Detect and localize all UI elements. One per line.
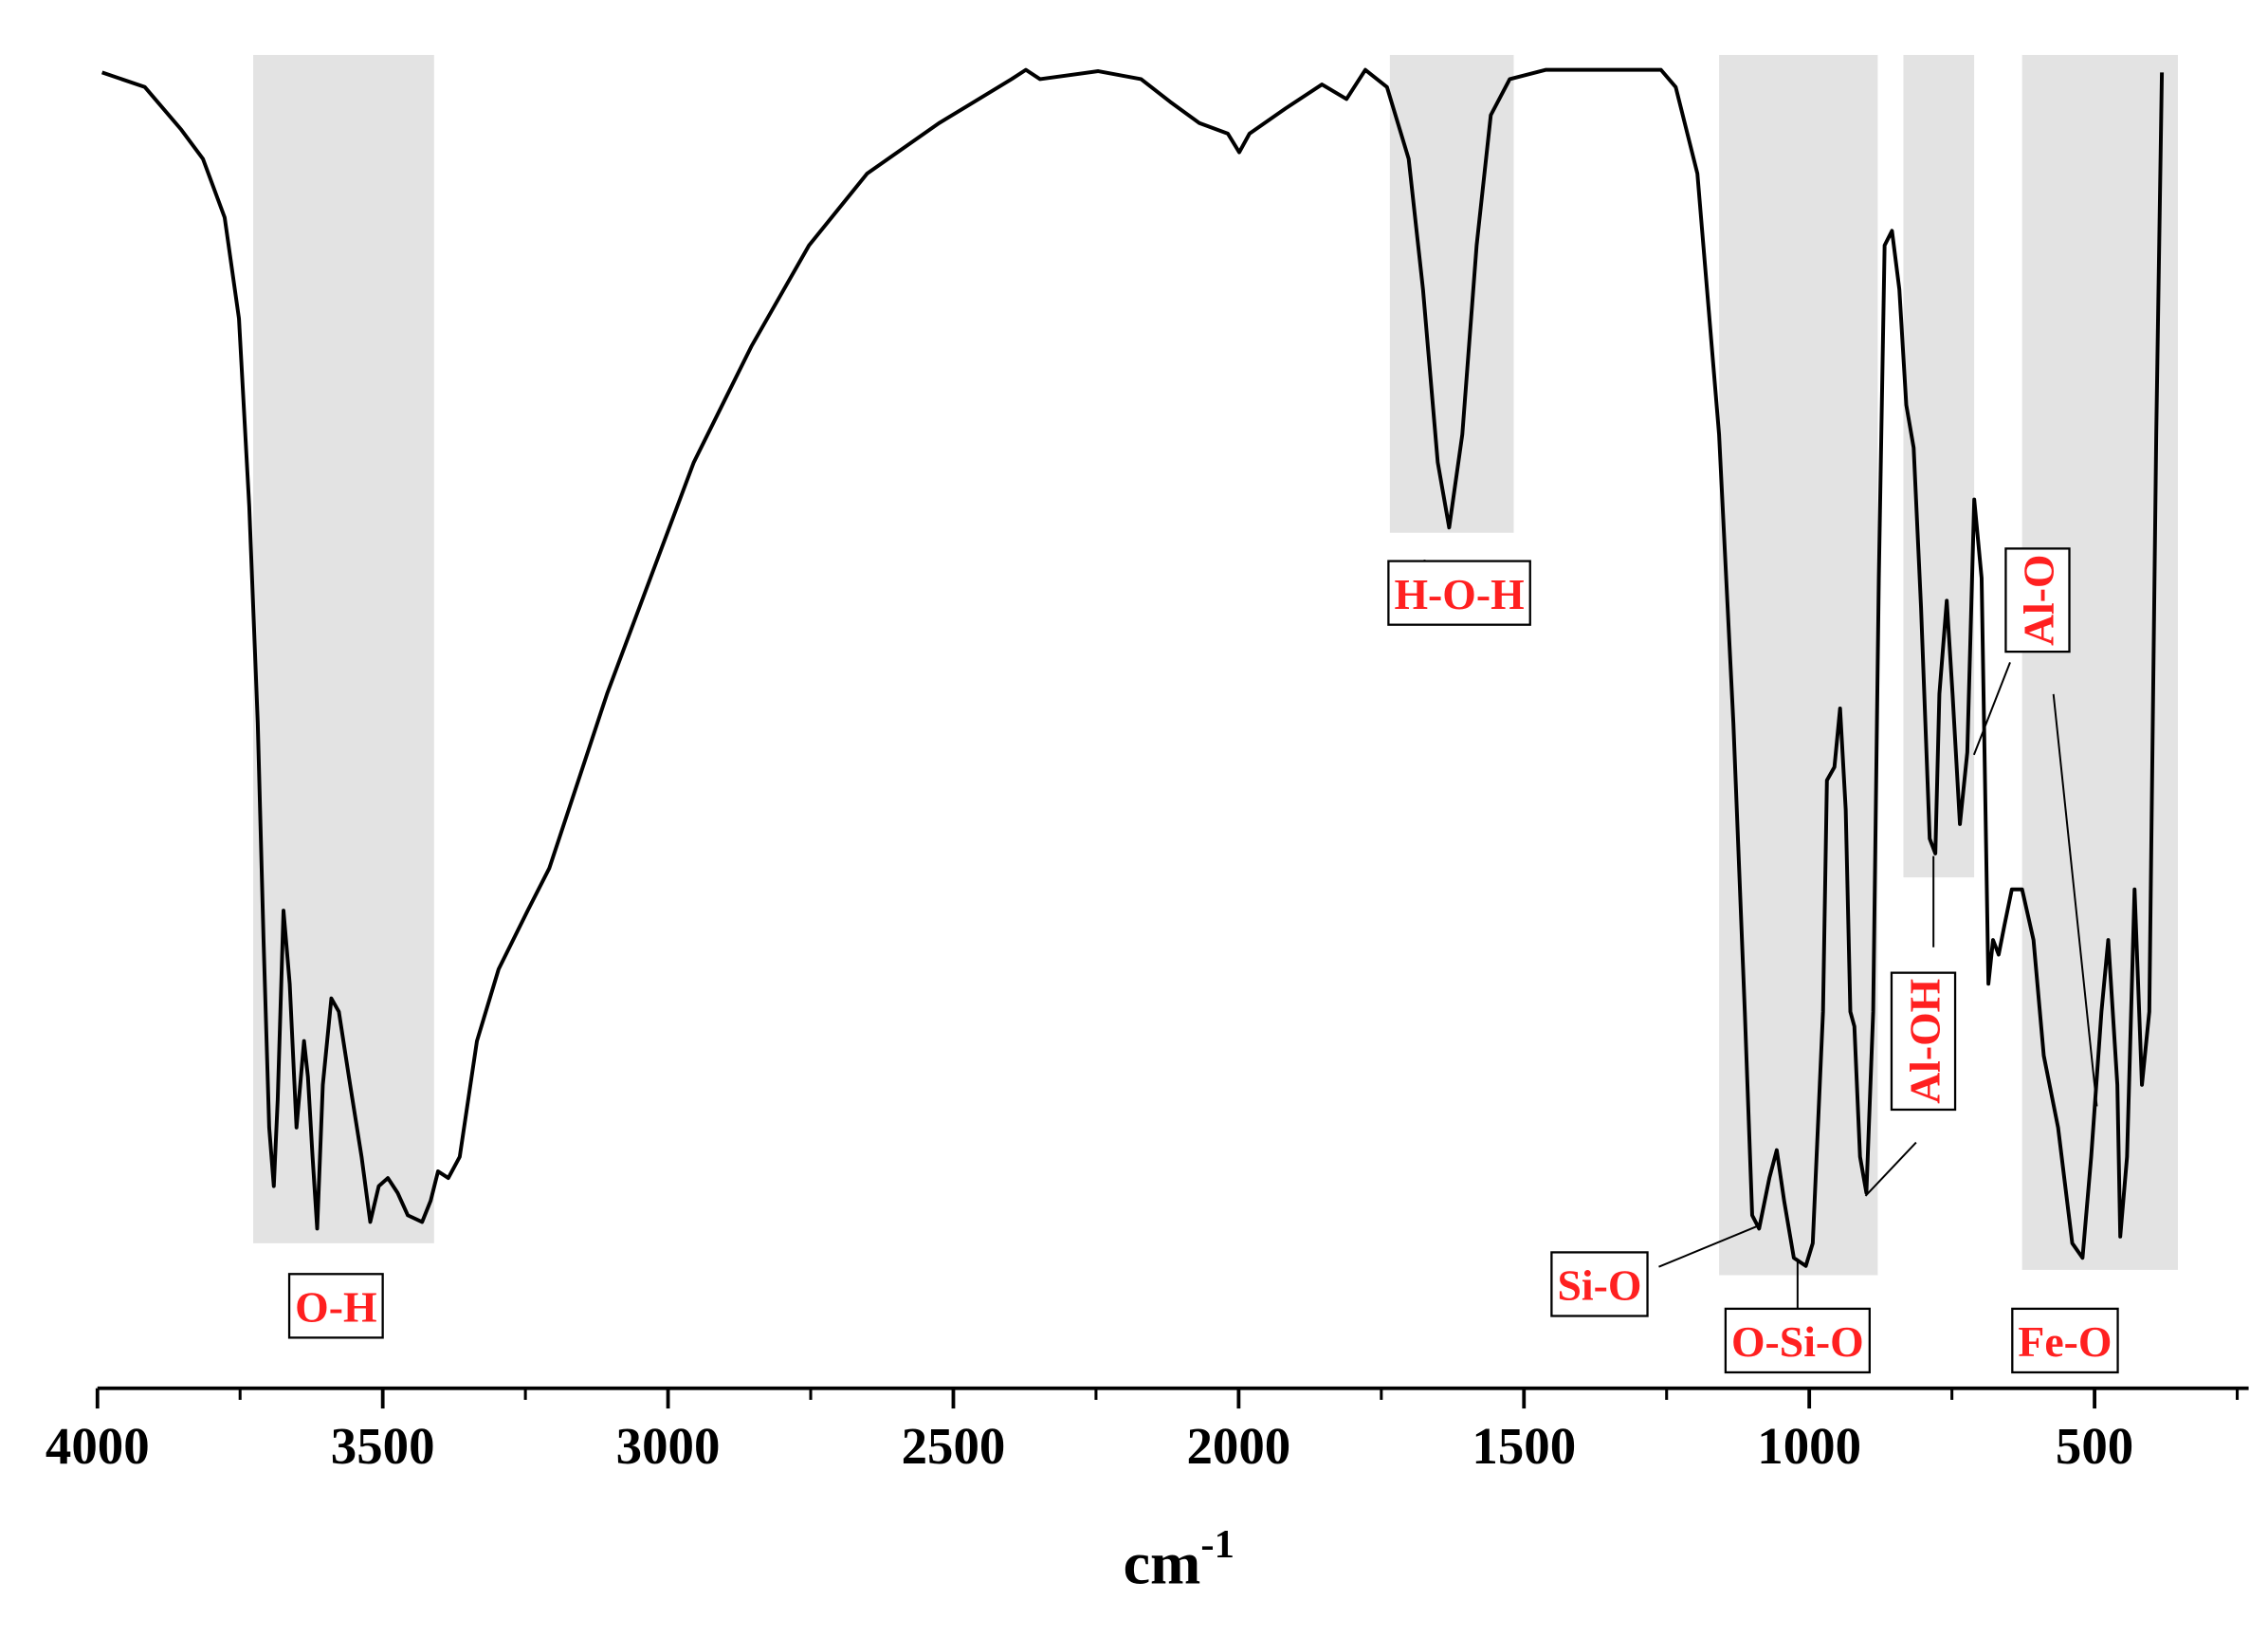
annotation-label: Al-O <box>2015 554 2063 646</box>
annotation-label: O-Si-O <box>1731 1317 1864 1366</box>
annotation: Al-O <box>2004 547 2071 653</box>
annotation-box <box>287 1273 384 1339</box>
annotation-label: Si-O <box>1557 1261 1641 1310</box>
annotation: O-Si-O <box>1724 1307 1871 1374</box>
bands <box>253 54 2178 1276</box>
x-tick-label: 3500 <box>331 1417 435 1475</box>
x-axis-label-sup: -1 <box>1200 1522 1235 1567</box>
x-axis-label: cm-1 <box>1124 1522 1235 1596</box>
annotation-box <box>1890 971 1957 1112</box>
annotation-label: H-O-H <box>1394 570 1524 618</box>
annotation: H-O-H <box>1387 560 1531 626</box>
x-tick-label: 1500 <box>1472 1417 1576 1475</box>
annotation-label: Fe-O <box>2018 1317 2112 1366</box>
x-tick-label: 3000 <box>616 1417 721 1475</box>
annotation-leader <box>1972 661 2011 756</box>
annotation-label: Al-OH <box>1900 979 1948 1104</box>
x-axis-label-text: cm <box>1124 1530 1201 1597</box>
annotation-leader <box>2052 693 2098 1107</box>
x-tick-label: 4000 <box>46 1417 150 1475</box>
annotation-box <box>1724 1307 1871 1374</box>
annotation-box <box>2011 1307 2119 1374</box>
annotation-leader <box>1864 1141 1917 1197</box>
plot: 4000 3500 3000 2500 2000 1500 1000 500 <box>46 67 2249 1475</box>
spectrum-line <box>101 67 2165 1268</box>
annotation: Si-O <box>1550 1251 1649 1317</box>
highlight-band <box>1389 54 1514 533</box>
annotation-box <box>2004 547 2071 653</box>
x-tick-label: 2500 <box>902 1417 1006 1475</box>
annotation-leader <box>1658 1225 1758 1268</box>
annotation-label: O-H <box>295 1283 376 1332</box>
annotation-box <box>1387 560 1531 626</box>
annotations: O-H H-O-H Si-O O-Si-O Al-OH Al-O Fe-O <box>287 547 2119 1374</box>
x-tick-label: 1000 <box>1757 1417 1861 1475</box>
annotation: Fe-O <box>2011 1307 2119 1374</box>
annotation: Al-OH <box>1890 971 1957 1112</box>
annotation: O-H <box>287 1273 384 1339</box>
highlight-band <box>1719 54 1878 1276</box>
x-tick-label: 500 <box>2056 1417 2133 1475</box>
x-tick-label: 2000 <box>1187 1417 1291 1475</box>
annotation-box <box>1550 1251 1649 1317</box>
